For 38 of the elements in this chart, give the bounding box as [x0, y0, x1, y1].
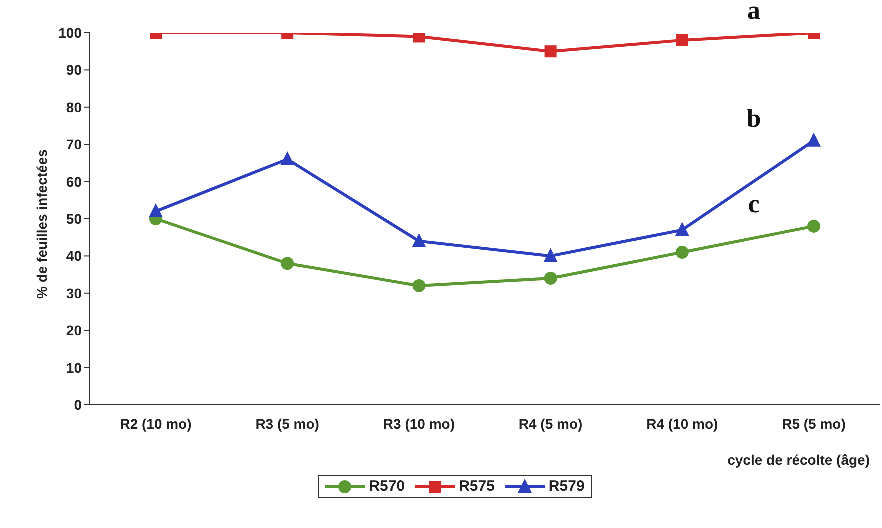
y-tick-label: 50 [66, 210, 82, 227]
legend-label: R579 [548, 478, 585, 495]
x-axis-title: cycle de récolte (âge) [728, 452, 870, 468]
y-tick-label: 80 [66, 99, 82, 116]
x-tick-label: R3 (5 mo) [256, 416, 320, 432]
y-tick-label: 10 [66, 360, 82, 376]
point [544, 272, 558, 286]
text: a [748, 0, 760, 25]
y-tick-label: 30 [66, 285, 82, 302]
y-tick-label: 20 [66, 322, 82, 339]
y-tick-label: 90 [66, 62, 82, 78]
y-tick-label: 60 [66, 174, 82, 190]
point [412, 233, 426, 248]
y-axis-title: % de feuilles infectées [34, 149, 50, 299]
point [149, 204, 163, 218]
legend-label: R575 [459, 478, 495, 495]
point [676, 34, 688, 46]
y-tick-label: 100 [58, 24, 82, 41]
point [807, 132, 821, 147]
point [676, 246, 689, 259]
annotation: c [748, 189, 760, 218]
y-tick-label: 40 [66, 248, 82, 264]
y-tick-label: 0 [74, 396, 82, 413]
x-tick-label: R5 (5 mo) [782, 416, 846, 432]
annotation: b [746, 104, 762, 133]
x-tick-label: R4 (10 mo) [646, 416, 718, 432]
point [544, 46, 557, 58]
legend-label: R570 [369, 478, 406, 495]
point [544, 248, 558, 262]
x-tick-label: R3 (10 mo) [383, 416, 455, 432]
point [412, 279, 426, 292]
point [675, 222, 690, 236]
point [281, 257, 294, 270]
point [808, 220, 820, 233]
y-tick-label: 70 [66, 136, 82, 153]
x-tick-label: R2 (10 mo) [120, 416, 192, 432]
x-tick-label: R4 (5 mo) [518, 416, 583, 432]
point [280, 151, 295, 166]
